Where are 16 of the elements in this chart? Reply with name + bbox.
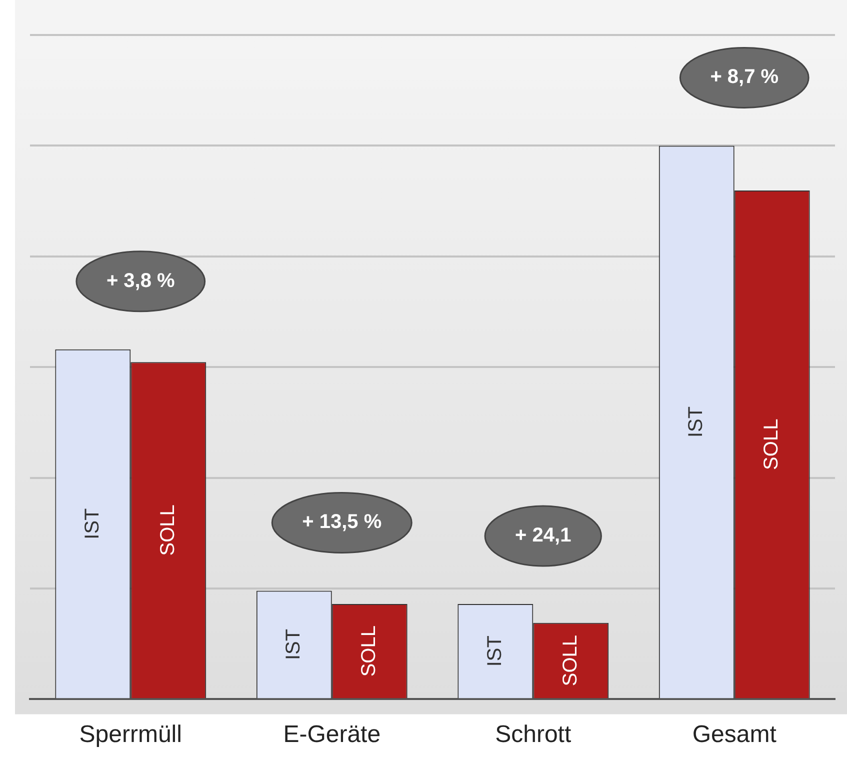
x-tick-label: Gesamt: [692, 721, 777, 748]
text: IST: [685, 406, 708, 438]
x-tick-label: Schrott: [495, 721, 572, 748]
x-tick-label: E-Geräte: [283, 721, 381, 748]
text: + 8,7 %: [710, 66, 779, 88]
annotation: + 24,1: [515, 524, 572, 547]
text: IST: [282, 628, 305, 660]
text: IST: [484, 636, 506, 667]
series-label: IST: [81, 508, 104, 540]
text: SOLL: [358, 626, 380, 677]
annotation: + 13,5 %: [302, 511, 382, 534]
x-tick-label: Sperrmüll: [79, 721, 182, 748]
annotation: + 3,8 %: [106, 270, 176, 292]
text: SOLL: [156, 504, 179, 556]
text: SOLL: [760, 418, 783, 470]
series-label: SOLL: [559, 634, 582, 686]
